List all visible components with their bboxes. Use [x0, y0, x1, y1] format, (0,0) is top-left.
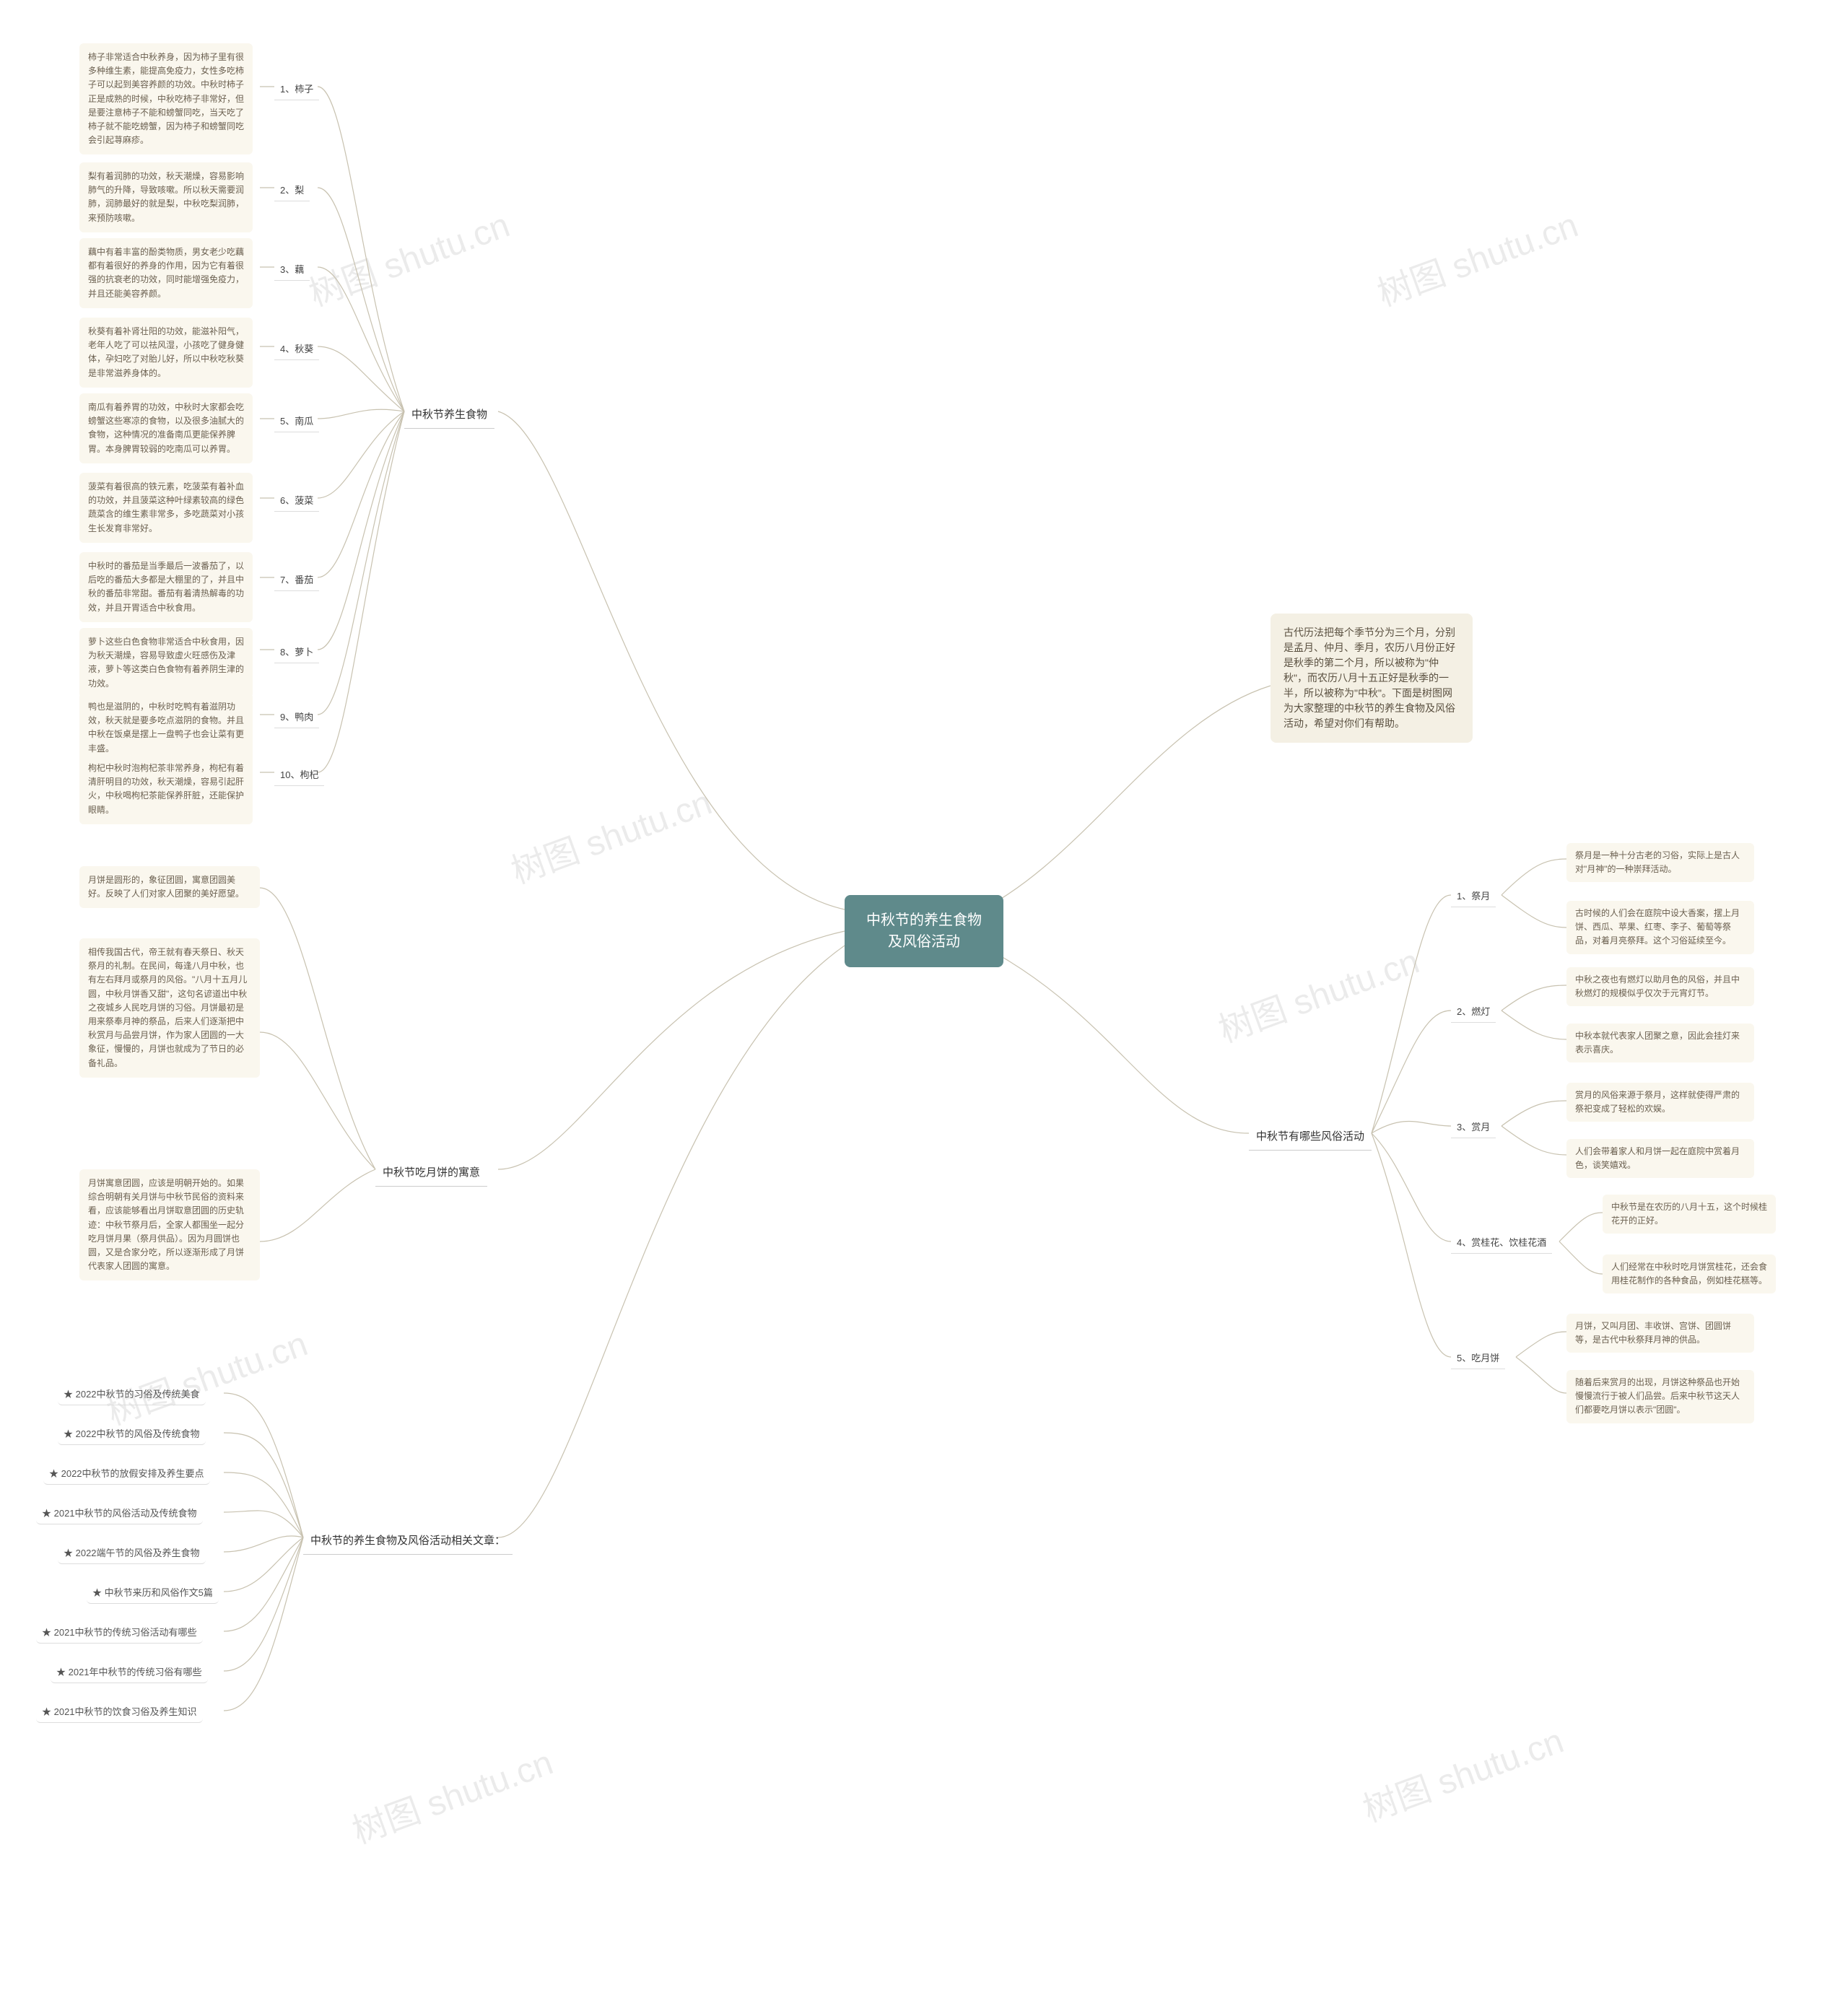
- branch-mooncake[interactable]: 中秋节吃月饼的寓意: [375, 1161, 487, 1187]
- leaf-custom-4[interactable]: 4、赏桂花、饮桂花酒: [1451, 1233, 1552, 1254]
- related-link-9[interactable]: ★ 2021中秋节的饮食习俗及养生知识: [36, 1702, 203, 1723]
- branch-customs[interactable]: 中秋节有哪些风俗活动: [1249, 1125, 1372, 1151]
- detail-mooncake-2: 相传我国古代，帝王就有春天祭日、秋天祭月的礼制。在民间，每逢八月中秋，也有左右拜…: [79, 938, 260, 1078]
- related-link-8[interactable]: ★ 2021年中秋节的传统习俗有哪些: [51, 1662, 208, 1683]
- detail-food-10: 枸杞中秋时泡枸杞茶非常养身，枸杞有着清肝明目的功效，秋天潮燥，容易引起肝火，中秋…: [79, 754, 253, 824]
- related-link-5[interactable]: ★ 2022端午节的风俗及养生食物: [58, 1543, 206, 1564]
- detail-food-4: 秋葵有着补肾壮阳的功效，能滋补阳气，老年人吃了可以祛风湿，小孩吃了健身健体，孕妇…: [79, 318, 253, 388]
- related-link-4[interactable]: ★ 2021中秋节的风俗活动及传统食物: [36, 1504, 203, 1524]
- watermark: 树图 shutu.cn: [1211, 933, 1425, 1052]
- related-link-3[interactable]: ★ 2022中秋节的放假安排及养生要点: [43, 1464, 210, 1485]
- watermark: 树图 shutu.cn: [503, 774, 718, 893]
- leaf-food-7[interactable]: 7、番茄: [274, 570, 319, 591]
- leaf-food-3[interactable]: 3、藕: [274, 260, 310, 281]
- related-link-7[interactable]: ★ 2021中秋节的传统习俗活动有哪些: [36, 1623, 203, 1644]
- leaf-custom-5[interactable]: 5、吃月饼: [1451, 1348, 1505, 1369]
- center-topic[interactable]: 中秋节的养生食物及风俗活动: [845, 895, 1003, 967]
- branch-foods[interactable]: 中秋节养生食物: [404, 403, 494, 429]
- watermark: 树图 shutu.cn: [99, 1315, 313, 1434]
- detail-custom-1a: 祭月是一种十分古老的习俗，实际上是古人对"月神"的一种崇拜活动。: [1566, 843, 1754, 882]
- detail-custom-2a: 中秋之夜也有燃灯以助月色的风俗，并且中秋燃灯的规模似乎仅次于元宵灯节。: [1566, 967, 1754, 1006]
- detail-food-7: 中秋时的番茄是当季最后一波番茄了，以后吃的番茄大多都是大棚里的了，并且中秋的番茄…: [79, 552, 253, 622]
- detail-custom-1b: 古时候的人们会在庭院中设大香案，摆上月饼、西瓜、苹果、红枣、李子、葡萄等祭品，对…: [1566, 901, 1754, 954]
- detail-food-5: 南瓜有着养胃的功效，中秋时大家都会吃螃蟹这些寒凉的食物，以及很多油腻大的食物，这…: [79, 393, 253, 463]
- watermark: 树图 shutu.cn: [344, 1734, 559, 1853]
- watermark: 树图 shutu.cn: [1355, 1712, 1569, 1831]
- detail-food-8: 萝卜这些白色食物非常适合中秋食用，因为秋天潮燥，容易导致虚火旺感伤及津液，萝卜等…: [79, 628, 253, 698]
- leaf-food-5[interactable]: 5、南瓜: [274, 411, 319, 432]
- related-link-1[interactable]: ★ 2022中秋节的习俗及传统美食: [58, 1384, 206, 1405]
- watermark: 树图 shutu.cn: [301, 196, 515, 315]
- detail-food-3: 藕中有着丰富的酚类物质，男女老少吃藕都有着很好的养身的作用，因为它有着很强的抗衰…: [79, 238, 253, 308]
- detail-food-2: 梨有着润肺的功效，秋天潮燥，容易影响肺气的升降，导致咳嗽。所以秋天需要润肺，润肺…: [79, 162, 253, 232]
- leaf-food-8[interactable]: 8、萝卜: [274, 642, 319, 663]
- detail-custom-2b: 中秋本就代表家人团聚之意，因此会挂灯来表示喜庆。: [1566, 1024, 1754, 1062]
- related-link-6[interactable]: ★ 中秋节来历和风俗作文5篇: [87, 1583, 219, 1604]
- related-link-2[interactable]: ★ 2022中秋节的风俗及传统食物: [58, 1424, 206, 1445]
- detail-food-1: 柿子非常适合中秋养身，因为柿子里有很多种维生素，能提高免疫力，女性多吃柿子可以起…: [79, 43, 253, 154]
- detail-custom-5b: 随着后来赏月的出现，月饼这种祭品也开始慢慢流行于被人们品尝。后来中秋节这天人们都…: [1566, 1370, 1754, 1423]
- detail-food-6: 菠菜有着很高的铁元素，吃菠菜有着补血的功效，并且菠菜这种叶绿素较高的绿色蔬菜含的…: [79, 473, 253, 543]
- detail-custom-4b: 人们经常在中秋时吃月饼赏桂花，还会食用桂花制作的各种食品，例如桂花糕等。: [1603, 1254, 1776, 1293]
- detail-custom-3a: 赏月的风俗来源于祭月，这样就使得严肃的祭祀变成了轻松的欢娱。: [1566, 1083, 1754, 1122]
- leaf-custom-1[interactable]: 1、祭月: [1451, 886, 1496, 907]
- leaf-food-2[interactable]: 2、梨: [274, 180, 310, 201]
- watermark: 树图 shutu.cn: [1369, 196, 1584, 315]
- leaf-custom-3[interactable]: 3、赏月: [1451, 1117, 1496, 1138]
- leaf-food-1[interactable]: 1、柿子: [274, 79, 319, 100]
- leaf-food-4[interactable]: 4、秋葵: [274, 339, 319, 360]
- detail-custom-5a: 月饼，又叫月团、丰收饼、宫饼、团圆饼等，是古代中秋祭拜月神的供品。: [1566, 1314, 1754, 1353]
- detail-custom-4a: 中秋节是在农历的八月十五，这个时候桂花开的正好。: [1603, 1195, 1776, 1234]
- detail-custom-3b: 人们会带着家人和月饼一起在庭院中赏着月色，谈笑嬉戏。: [1566, 1139, 1754, 1178]
- detail-mooncake-1: 月饼是圆形的，象征团圆，寓意团圆美好。反映了人们对家人团聚的美好愿望。: [79, 866, 260, 908]
- leaf-food-9[interactable]: 9、鸭肉: [274, 707, 319, 728]
- intro-text: 古代历法把每个季节分为三个月，分别是孟月、仲月、季月，农历八月份正好是秋季的第二…: [1270, 614, 1473, 743]
- detail-food-9: 鸭也是滋阴的，中秋时吃鸭有着滋阴功效，秋天就是要多吃点滋阴的食物。并且中秋在饭桌…: [79, 693, 253, 763]
- leaf-food-6[interactable]: 6、菠菜: [274, 491, 319, 512]
- leaf-food-10[interactable]: 10、枸杞: [274, 765, 324, 786]
- detail-mooncake-3: 月饼寓意团圆，应该是明朝开始的。如果综合明朝有关月饼与中秋节民俗的资料来看，应该…: [79, 1169, 260, 1280]
- branch-related[interactable]: 中秋节的养生食物及风俗活动相关文章：: [303, 1529, 513, 1555]
- leaf-custom-2[interactable]: 2、燃灯: [1451, 1002, 1496, 1023]
